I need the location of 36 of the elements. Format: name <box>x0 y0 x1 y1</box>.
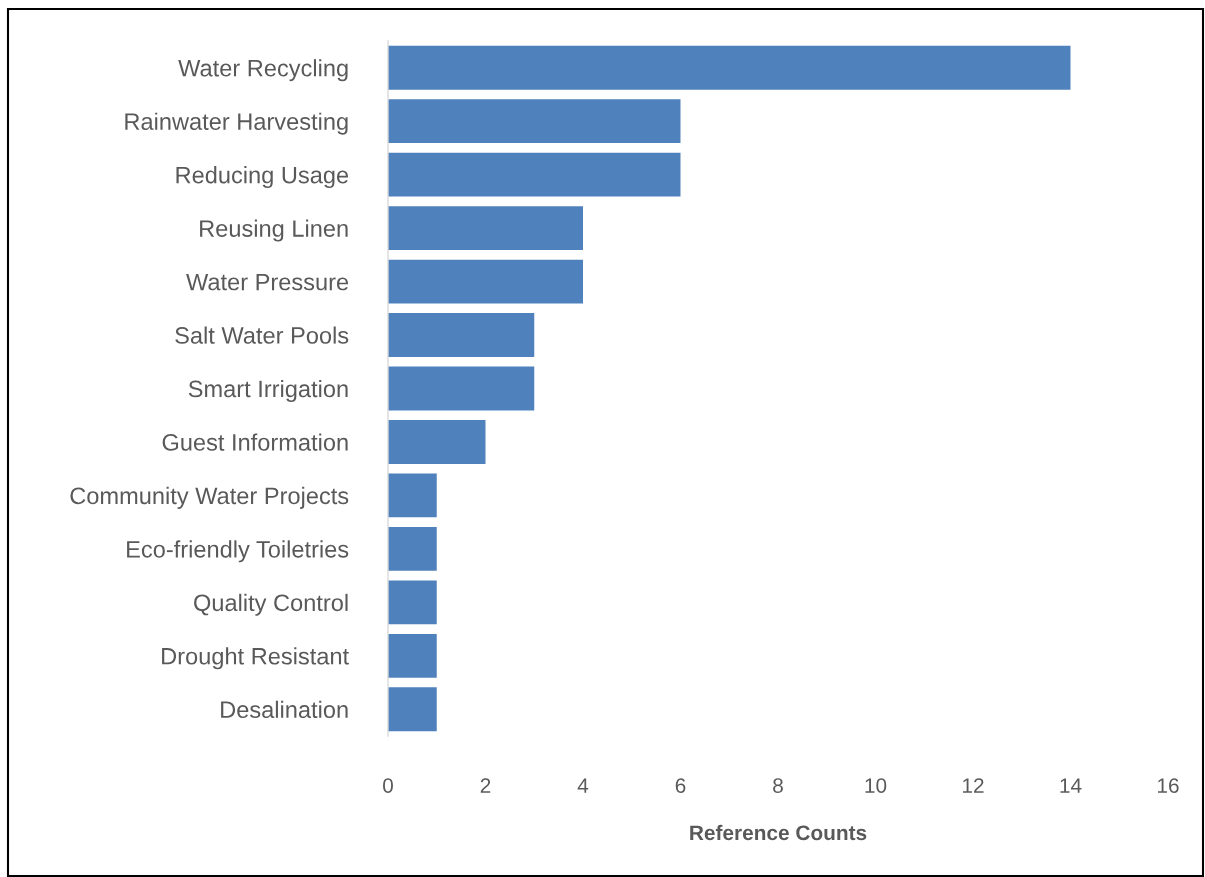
y-tick-label: Salt Water Pools <box>175 326 349 344</box>
x-tick-label: 0 <box>383 778 393 793</box>
bar <box>388 526 437 571</box>
y-tick-label: Reusing Linen <box>200 219 348 242</box>
y-tick-label: Eco-friendly Toiletries <box>127 540 349 563</box>
bar <box>388 99 681 144</box>
bar <box>388 45 1071 90</box>
bar <box>388 366 535 411</box>
bar <box>388 152 681 197</box>
y-tick-label: Rainwater Harvesting <box>125 112 348 135</box>
x-tick-label: 16 <box>1158 778 1179 793</box>
bar <box>388 633 437 678</box>
bar <box>388 206 583 251</box>
x-tick-label: 6 <box>675 778 686 793</box>
y-tick-label: Community Water Projects <box>70 486 349 509</box>
x-tick-label: 2 <box>480 778 491 793</box>
bar <box>388 420 486 464</box>
y-tick-label: Reducing Usage <box>176 166 349 189</box>
x-tick-label: 14 <box>1060 778 1082 793</box>
bar <box>388 473 437 518</box>
y-tick-label: Water Recycling <box>178 59 348 82</box>
x-tick-label: 4 <box>577 778 589 793</box>
x-tick-label: 8 <box>773 778 783 793</box>
y-tick-label: Drought Resistant <box>162 647 349 670</box>
x-tick-label: 10 <box>865 778 887 793</box>
y-tick-label: Smart Irrigation <box>188 379 348 402</box>
y-tick-label: Guest Information <box>162 433 348 451</box>
x-tick-label: 12 <box>963 778 984 793</box>
bar <box>388 580 437 625</box>
x-axis-title: Reference Counts <box>690 824 867 841</box>
bar <box>388 687 437 732</box>
bar <box>388 313 535 357</box>
y-tick-label: Desalination <box>221 700 348 719</box>
y-tick-label: Water Pressure <box>186 273 349 291</box>
y-tick-label: Quality Control <box>194 593 348 616</box>
bar <box>388 259 583 304</box>
